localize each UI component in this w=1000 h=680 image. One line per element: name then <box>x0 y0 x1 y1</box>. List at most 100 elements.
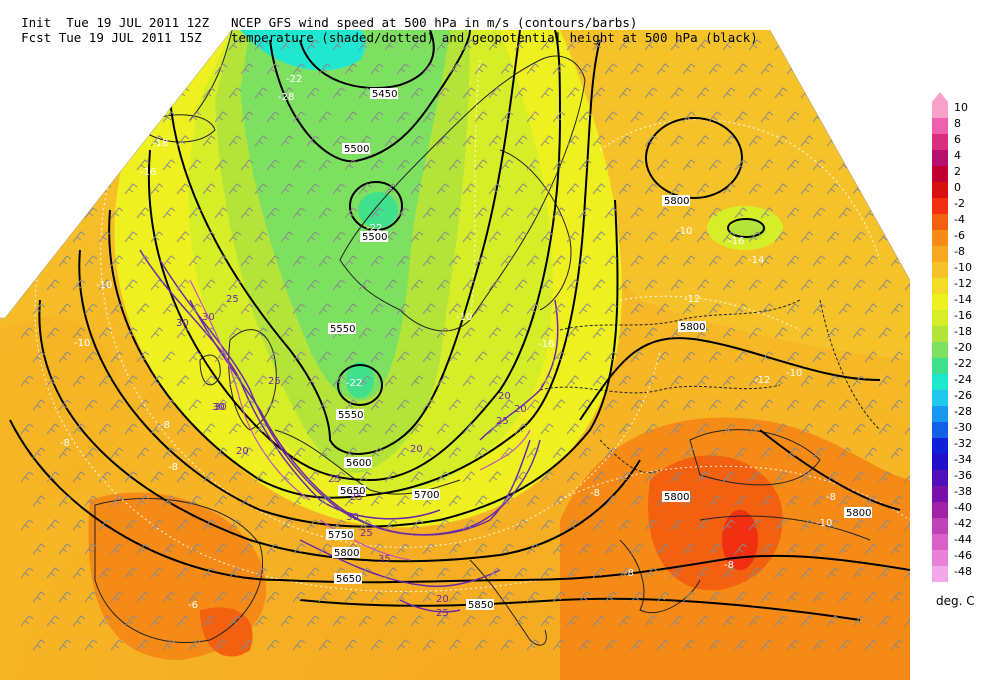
wind-barb <box>852 87 866 99</box>
legend-tick: -12 <box>954 277 972 290</box>
wind-barb <box>852 519 866 531</box>
wind-barb <box>370 543 384 555</box>
wind-barb <box>214 207 228 219</box>
wind-barb <box>384 327 398 339</box>
wind-barb <box>722 87 736 99</box>
wind-barb <box>254 375 268 387</box>
wind-barb <box>734 159 748 171</box>
legend-swatch <box>932 310 948 326</box>
wind-barb <box>58 255 72 267</box>
wind-barb <box>124 327 138 339</box>
wind-barb <box>696 231 710 243</box>
wind-barb <box>514 183 528 195</box>
wind-barb <box>436 39 450 51</box>
isotherms <box>34 59 910 592</box>
wind-barb <box>124 615 138 627</box>
wind-barb <box>358 423 372 435</box>
wind-barb <box>448 543 462 555</box>
wind-barb <box>566 327 580 339</box>
temperature-label: -8 <box>168 462 178 473</box>
wind-barb <box>410 567 424 579</box>
legend-tick: -40 <box>954 501 972 514</box>
wind-barb <box>188 447 202 459</box>
wind-barb <box>656 543 670 555</box>
wind-barb <box>410 423 424 435</box>
wind-barb <box>618 615 632 627</box>
temperature-label: -22 <box>366 223 382 234</box>
wind-barb <box>292 111 306 123</box>
wind-speed-label: 25 <box>436 608 449 619</box>
wind-barb <box>150 471 164 483</box>
temperature-label: -8 <box>590 488 600 499</box>
wind-barb <box>800 231 814 243</box>
wind-barb <box>826 423 840 435</box>
wind-barb <box>318 111 332 123</box>
wind-barb <box>344 351 358 363</box>
wind-barb <box>84 447 98 459</box>
wind-barb <box>72 87 86 99</box>
wind-barb <box>474 255 488 267</box>
wind-speed-label: 30 <box>212 402 225 413</box>
wind-barb <box>826 39 840 51</box>
wind-barb <box>838 63 852 75</box>
wind-barb <box>696 471 710 483</box>
wind-barb <box>578 351 592 363</box>
wind-barb <box>852 471 866 483</box>
wind-barb <box>526 207 540 219</box>
wind-barb <box>124 423 138 435</box>
wind-barb <box>826 87 840 99</box>
wind-barb <box>734 303 748 315</box>
wind-barb <box>292 255 306 267</box>
wind-barb <box>526 591 540 603</box>
wind-barb <box>318 543 332 555</box>
wind-barb <box>540 183 554 195</box>
legend-swatch <box>932 390 948 406</box>
wind-barb <box>176 519 190 531</box>
wind-barb <box>280 615 294 627</box>
wind-barb <box>904 135 910 147</box>
wind-barb <box>344 303 358 315</box>
wind-barb <box>514 87 528 99</box>
wind-barb <box>722 519 736 531</box>
wind-barb <box>124 87 138 99</box>
wind-barb <box>72 135 86 147</box>
wind-barb <box>800 135 814 147</box>
wind-barb <box>656 447 670 459</box>
wind-barb <box>878 39 892 51</box>
wind-speed-label: 25 <box>350 492 363 503</box>
wind-barb <box>332 375 346 387</box>
wind-barb <box>254 423 268 435</box>
wind-barb <box>448 159 462 171</box>
wind-barb <box>436 327 450 339</box>
wind-barb <box>332 231 346 243</box>
wind-barb <box>136 447 150 459</box>
wind-barb <box>462 567 476 579</box>
wind-barb <box>162 639 176 651</box>
wind-barb <box>682 63 696 75</box>
wind-barb <box>566 231 580 243</box>
wind-barb <box>800 375 814 387</box>
wind-barb <box>734 639 748 651</box>
wind-barb <box>462 519 476 531</box>
wind-barb <box>306 327 320 339</box>
wind-barb <box>228 135 242 147</box>
wind-barb <box>136 495 150 507</box>
wind-barb <box>904 423 910 435</box>
wind-barb <box>708 591 722 603</box>
wind-barb <box>292 399 306 411</box>
header-line-2: Fcst Tue 19 JUL 2011 15Z temperature (sha… <box>6 17 758 45</box>
wind-barb <box>760 351 774 363</box>
wind-barb <box>630 111 644 123</box>
wind-barb <box>462 471 476 483</box>
wind-barb <box>46 375 60 387</box>
wind-speed-label: 25 <box>328 474 341 485</box>
wind-barb <box>618 375 632 387</box>
wind-barb <box>786 399 800 411</box>
wind-barb <box>578 591 592 603</box>
wind-barb <box>58 495 72 507</box>
wind-barb <box>110 399 124 411</box>
wind-barb <box>228 87 242 99</box>
wind-barb <box>396 351 410 363</box>
wind-barb <box>384 375 398 387</box>
wind-barb <box>98 327 112 339</box>
